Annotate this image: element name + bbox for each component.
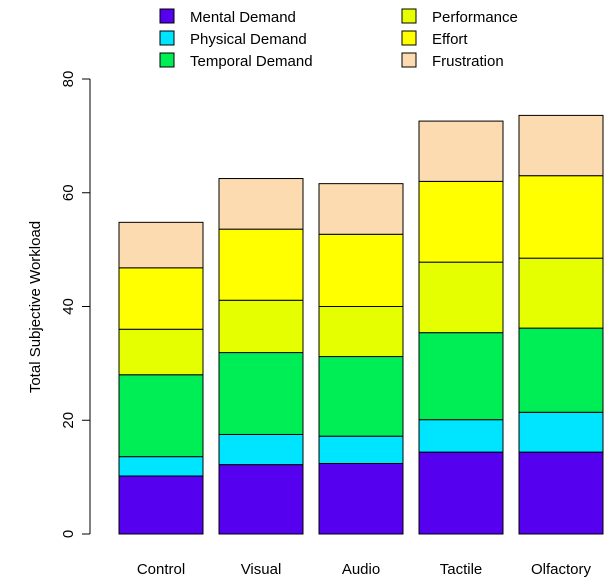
- bar-segment: [118, 456, 204, 477]
- legend-label: Temporal Demand: [190, 53, 313, 70]
- bar-segment: [118, 475, 204, 535]
- legend-label: Frustration: [432, 53, 504, 70]
- bar-segment: [318, 306, 404, 358]
- legend-label: Mental Demand: [190, 9, 296, 26]
- bar-segment: [218, 464, 304, 535]
- bar-segment: [418, 261, 504, 334]
- bar-segment: [418, 451, 504, 535]
- bar-segment: [318, 356, 404, 437]
- bar-segment: [218, 228, 304, 301]
- legend-swatch: [159, 30, 175, 46]
- bar-segment: [418, 180, 504, 263]
- x-tick-label: Olfactory: [531, 561, 592, 578]
- y-tick-label: 20: [60, 412, 77, 429]
- x-axis: Control Visual Audio Tactile Olfactory: [137, 561, 592, 578]
- bar-segment: [518, 257, 604, 329]
- bar-segment: [318, 435, 404, 464]
- bar-segment: [218, 433, 304, 466]
- x-tick-label: Audio: [342, 561, 380, 578]
- bar-segment: [518, 411, 604, 453]
- y-tick-label: 40: [60, 298, 77, 315]
- legend-swatch: [401, 8, 417, 24]
- x-tick-label: Control: [137, 561, 185, 578]
- bar-segment: [118, 374, 204, 458]
- x-tick-label: Tactile: [440, 561, 483, 578]
- legend-swatch: [159, 8, 175, 24]
- legend-swatch: [401, 52, 417, 68]
- x-tick-label: Visual: [241, 561, 282, 578]
- bar-segment: [118, 267, 204, 330]
- legend: Mental Demand Physical Demand Temporal Dem…: [159, 8, 518, 70]
- y-tick-label: 80: [60, 71, 77, 88]
- y-axis-label: Total Subjective Workload: [27, 221, 44, 393]
- bars: [118, 114, 604, 535]
- bar-segment: [218, 352, 304, 435]
- bar-segment: [318, 183, 404, 235]
- bar-segment: [418, 419, 504, 453]
- bar-segment: [418, 120, 504, 182]
- bar-segment: [118, 328, 204, 376]
- legend-label: Effort: [432, 31, 468, 48]
- bar-segment: [518, 451, 604, 535]
- bar-segment: [418, 332, 504, 421]
- legend-label: Performance: [432, 9, 518, 26]
- bar-segment: [318, 462, 404, 535]
- bar-segment: [318, 233, 404, 307]
- legend-swatch: [401, 30, 417, 46]
- legend-label: Physical Demand: [190, 31, 307, 48]
- bar-segment: [518, 327, 604, 413]
- y-tick-label: 0: [60, 530, 77, 538]
- bar-segment: [118, 221, 204, 269]
- bar-segment: [218, 178, 304, 230]
- bar-segment: [218, 299, 304, 354]
- legend-swatch: [159, 52, 175, 68]
- bar-segment: [518, 114, 604, 177]
- bar-segment: [518, 175, 604, 259]
- y-tick-label: 60: [60, 184, 77, 201]
- y-axis: 0 20 40 60 80: [60, 71, 91, 538]
